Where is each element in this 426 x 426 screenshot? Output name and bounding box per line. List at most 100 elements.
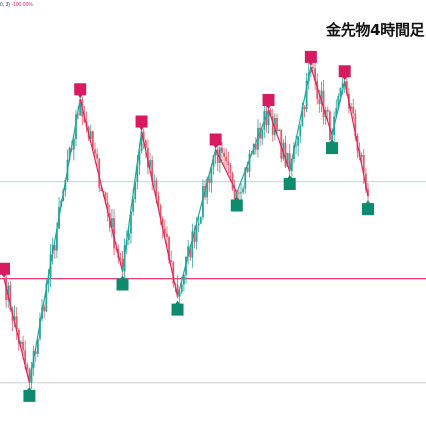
candle-body: [174, 283, 177, 285]
candle-body: [244, 167, 247, 189]
candle-body: [345, 81, 348, 94]
candle-body: [261, 129, 264, 139]
candle-body: [269, 109, 272, 117]
candle-body: [248, 153, 251, 172]
candle-body: [140, 131, 143, 152]
candle-body: [106, 202, 109, 214]
candle-body: [136, 164, 139, 182]
candle-body: [322, 90, 325, 118]
candle-body: [96, 153, 99, 159]
candle-body: [193, 231, 196, 242]
candle-body: [28, 369, 31, 383]
candles: [5, 58, 369, 390]
candle-body: [104, 192, 107, 203]
candle-body: [331, 135, 333, 140]
candle-body: [34, 351, 37, 354]
candle-body: [161, 218, 164, 229]
zigzag-segment: [236, 109, 270, 193]
candle-body: [7, 285, 10, 300]
candle-body: [159, 205, 162, 219]
candle-body: [30, 367, 33, 383]
candle-body: [362, 155, 365, 174]
high-pivot-marker: [135, 115, 148, 131]
candle-body: [212, 155, 215, 167]
high-pivot-marker: [74, 83, 87, 99]
candle-body: [15, 316, 18, 330]
zigzag-segment: [3, 278, 30, 383]
zigzag-segment: [289, 66, 312, 172]
candle-body: [176, 284, 179, 297]
indicator-value: -100.00%: [11, 2, 33, 8]
candle-body: [199, 217, 202, 224]
candle-body: [314, 68, 316, 81]
candle-body: [17, 329, 20, 344]
candle-body: [113, 218, 115, 249]
candle-body: [238, 192, 240, 194]
high-pivot-marker: [262, 93, 275, 109]
candle-body: [271, 116, 274, 135]
candle-body: [98, 158, 101, 188]
low-pivot-marker: [326, 139, 339, 155]
candle-body: [341, 83, 344, 88]
candle-body: [91, 131, 94, 150]
candle-body: [288, 153, 291, 172]
candle-body: [367, 189, 369, 197]
candle-body: [134, 181, 137, 200]
candle-body: [210, 166, 213, 183]
candle-body: [318, 99, 321, 104]
candle-body: [47, 277, 50, 284]
zigzag-segment: [215, 149, 238, 193]
candle-body: [130, 211, 132, 234]
candle-body: [36, 338, 39, 354]
candle-body: [305, 80, 308, 110]
candle-body: [265, 111, 268, 126]
candle-body: [77, 114, 79, 116]
candle-body: [229, 165, 232, 174]
candle-body: [231, 173, 234, 190]
indicator-params: 0, 3): [0, 2, 11, 8]
candle-body: [225, 156, 228, 162]
candle-body: [166, 233, 168, 238]
low-pivot-marker: [171, 300, 184, 316]
candle-body: [335, 108, 338, 117]
zigzag-segment: [310, 66, 333, 136]
candle-body: [56, 228, 58, 251]
candle-body: [352, 106, 355, 114]
zigzag-segment: [176, 149, 217, 297]
zigzag-segment: [121, 131, 143, 272]
candle-body: [121, 258, 124, 272]
low-pivot-marker: [362, 200, 374, 216]
candle-body: [360, 155, 363, 157]
candle-body: [297, 136, 300, 146]
candle-body: [72, 138, 75, 150]
candle-body: [189, 246, 192, 258]
candle-body: [172, 262, 175, 284]
candle-body: [53, 245, 56, 251]
candle-body: [290, 158, 293, 172]
candle-body: [208, 178, 211, 183]
zigzag-segment: [344, 81, 369, 197]
candle-body: [157, 196, 160, 206]
candle-body: [326, 109, 329, 112]
candle-body: [151, 160, 154, 182]
candle-body: [83, 116, 86, 122]
candle-body: [94, 149, 96, 154]
candle-body: [187, 246, 190, 257]
candle-body: [216, 149, 219, 163]
low-pivot-marker: [23, 386, 36, 402]
candle-body: [284, 142, 287, 167]
candle-body: [202, 186, 204, 218]
candle-body: [276, 117, 278, 131]
high-pivot-marker: [304, 50, 317, 66]
candle-body: [278, 129, 281, 131]
candle-body: [9, 285, 12, 311]
candle-body: [43, 306, 46, 312]
candle-body: [20, 341, 22, 344]
candle-body: [68, 148, 71, 160]
candle-body: [312, 66, 314, 69]
candle-body: [206, 178, 209, 198]
candle-body: [242, 188, 245, 193]
candle-body: [180, 284, 183, 293]
candle-body: [197, 223, 200, 226]
